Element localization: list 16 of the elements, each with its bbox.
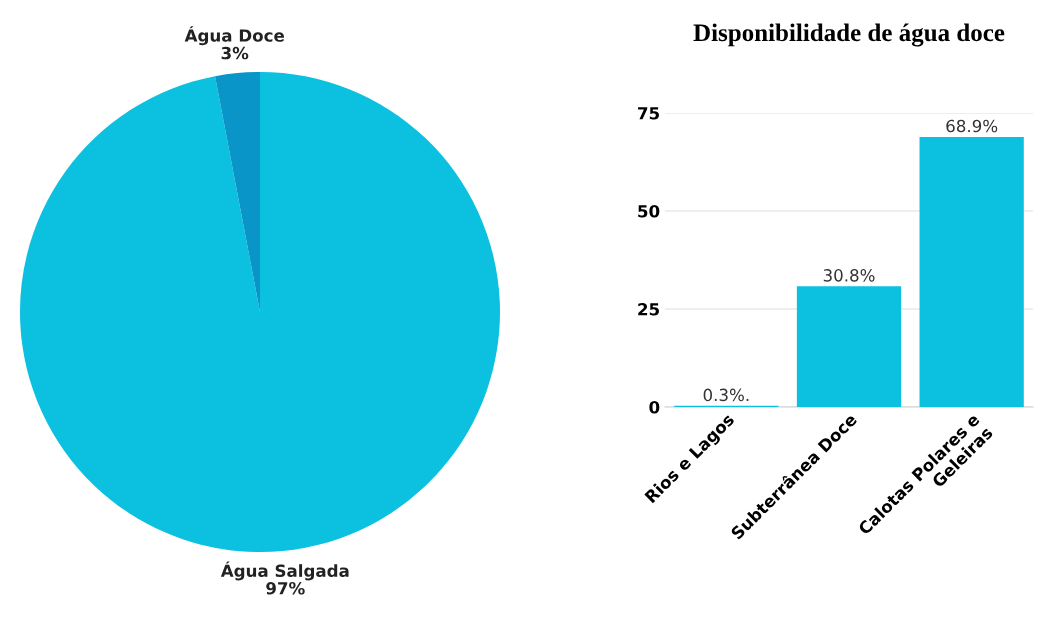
bar xyxy=(796,286,902,407)
pie-slice xyxy=(215,72,260,312)
data-label: 0.3%. xyxy=(703,388,749,402)
y-tick-label: 75 xyxy=(638,107,659,120)
slice-label: Água Salgada xyxy=(220,561,349,581)
chart-title: Disponibilidade de água doce xyxy=(693,23,1005,47)
slice-label: Água Doce xyxy=(184,26,284,46)
data-label: 68.9% xyxy=(946,119,998,133)
data-label: 3% xyxy=(221,46,249,60)
data-label: 97% xyxy=(266,581,305,595)
bar xyxy=(919,136,1024,407)
data-label: 30.8% xyxy=(823,269,875,282)
y-tick-label: 0 xyxy=(649,400,660,414)
pie-slice xyxy=(20,72,500,552)
y-tick-label: 25 xyxy=(638,302,659,316)
y-tick-label: 50 xyxy=(638,204,660,218)
